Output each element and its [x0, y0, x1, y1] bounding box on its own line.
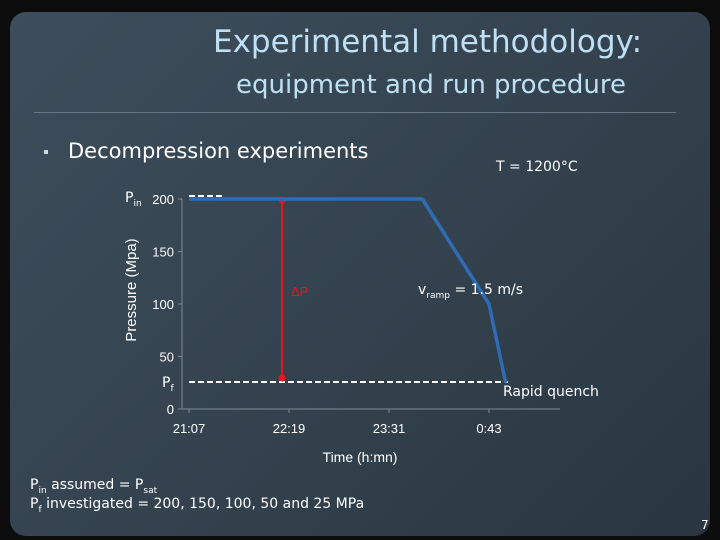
x-tick-label: 0:43 — [476, 421, 501, 436]
pf-label: Pf — [162, 375, 174, 394]
note2-rest: investigated = 200, 150, 100, 50 and 25 … — [41, 496, 365, 512]
note-pf-investigated: Pf investigated = 200, 150, 100, 50 and … — [30, 496, 364, 515]
note1-p: P — [30, 477, 39, 493]
pin-label-sub: in — [133, 198, 142, 209]
temperature-label: T = 1200°C — [496, 159, 578, 175]
delta-p-label: ΔP — [291, 284, 308, 299]
pf-label-main: P — [162, 375, 171, 391]
slide-background — [10, 12, 710, 536]
x-axis-label: Time (h:mn) — [323, 449, 398, 465]
note1-sub2: sat — [143, 485, 158, 496]
note1-sub: in — [38, 485, 47, 496]
pf-label-sub: f — [170, 383, 174, 394]
y-axis-label: Pressure (Mpa) — [123, 238, 140, 341]
x-tick-label: 23:31 — [373, 421, 406, 436]
y-tick-label: 200 — [152, 192, 174, 207]
pin-label-main: P — [125, 190, 134, 206]
x-tick-label: 21:07 — [173, 421, 206, 436]
y-tick-label: 50 — [160, 350, 174, 365]
x-tick-label: 22:19 — [273, 421, 306, 436]
bullet-icon — [44, 150, 48, 154]
temperature-symbol: T — [496, 159, 505, 175]
note1-mid: assumed = P — [46, 477, 144, 493]
title-divider — [34, 112, 676, 113]
page-number: 7 — [701, 518, 709, 532]
y-tick-label: 150 — [152, 245, 174, 260]
note2-p: P — [30, 496, 39, 512]
note2-sub: f — [38, 504, 42, 515]
pressure-series-line — [189, 197, 508, 384]
ramp-velocity-label: vramp = 1.5 m/s — [418, 282, 523, 301]
vramp-sub: ramp — [426, 290, 450, 301]
vramp-main: v — [418, 282, 427, 298]
temperature-value: = 1200°C — [509, 159, 578, 175]
slide-title: Experimental methodology: — [213, 24, 643, 60]
slide-subtitle: equipment and run procedure — [236, 70, 626, 100]
bullet-text: Decompression experiments — [68, 139, 369, 163]
rapid-quench-label: Rapid quench — [503, 384, 599, 400]
y-tick-label: 100 — [152, 297, 174, 312]
y-tick-label: 0 — [167, 402, 174, 417]
vramp-value: = 1.5 m/s — [454, 282, 523, 298]
pin-label: Pin — [125, 190, 142, 209]
note-pin-assumed: Pin assumed = Psat — [30, 477, 157, 496]
delta-p-arrow-bottom — [278, 374, 286, 382]
